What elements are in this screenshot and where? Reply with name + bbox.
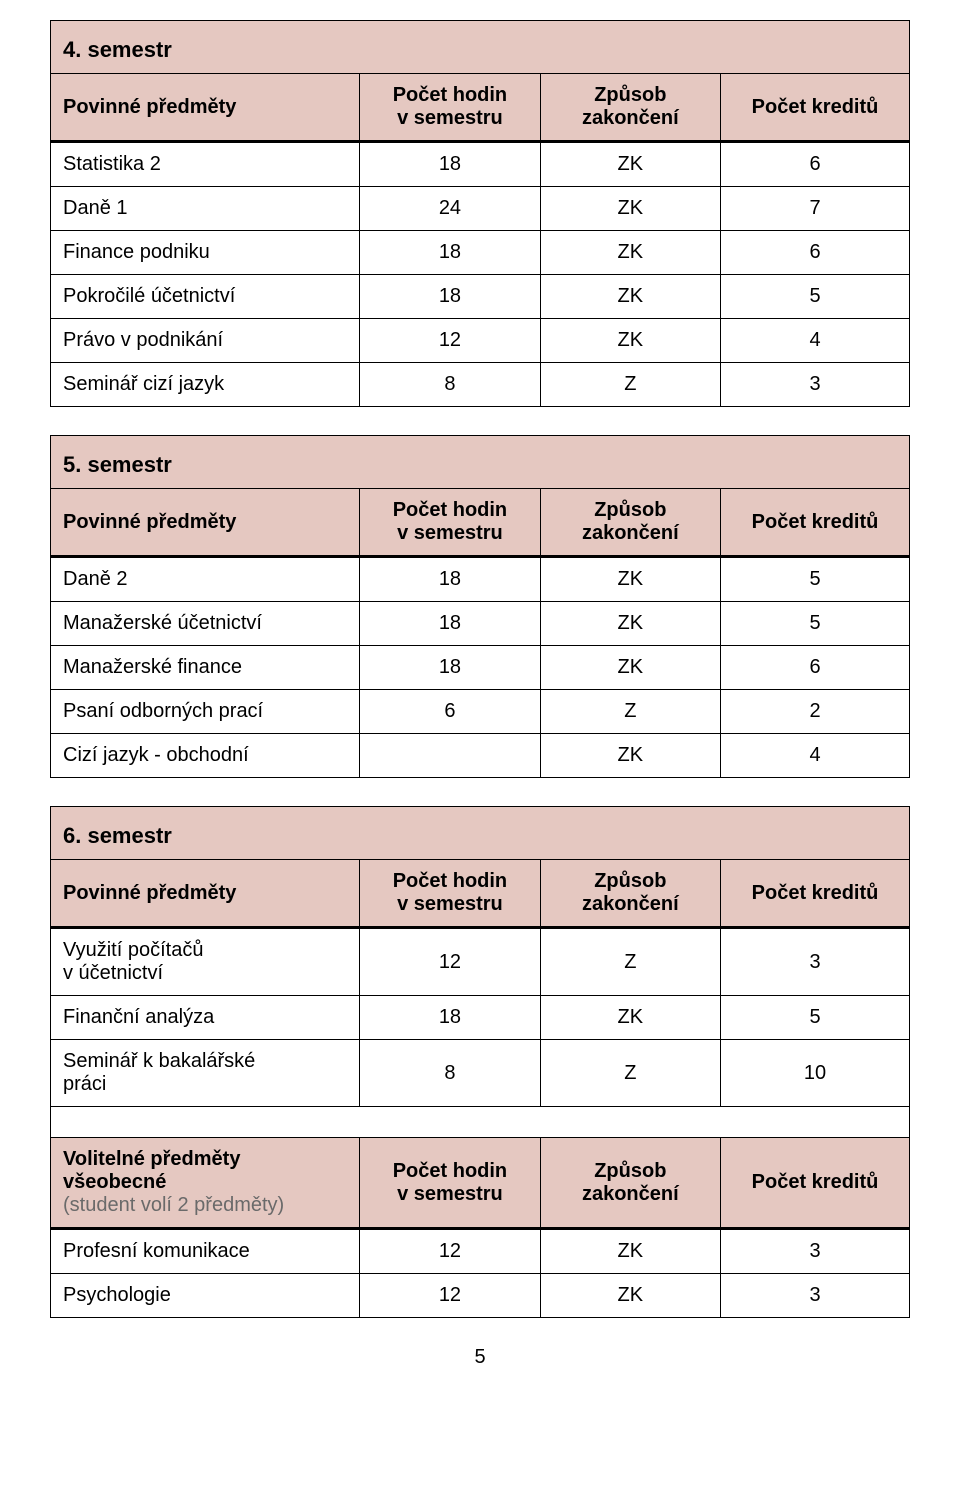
course-name: Využití počítačů v účetnictví [51, 929, 360, 996]
course-hours: 24 [360, 187, 540, 231]
course-method: ZK [540, 1274, 720, 1318]
col-header-hours: Počet hodin v semestru [360, 1138, 540, 1230]
section-title: 4. semestr [51, 21, 910, 74]
course-method: ZK [540, 187, 720, 231]
course-method: Z [540, 929, 720, 996]
course-credits: 6 [721, 231, 910, 275]
course-credits: 7 [721, 187, 910, 231]
course-name: Psaní odborných prací [51, 690, 360, 734]
col-header-name: Povinné předměty [51, 860, 360, 929]
section-title: 5. semestr [51, 436, 910, 489]
semester-5-table: 5. semestr Povinné předměty Počet hodin … [50, 435, 910, 778]
course-name: Statistika 2 [51, 143, 360, 187]
course-method: Z [540, 690, 720, 734]
course-method: Z [540, 363, 720, 407]
course-hours: 8 [360, 363, 540, 407]
course-hours: 12 [360, 1230, 540, 1274]
course-hours: 12 [360, 929, 540, 996]
course-credits: 10 [721, 1040, 910, 1107]
course-name: Cizí jazyk - obchodní [51, 734, 360, 778]
course-credits: 5 [721, 602, 910, 646]
course-method: ZK [540, 996, 720, 1040]
col-header-method: Způsob zakončení [540, 860, 720, 929]
col-header-method: Způsob zakončení [540, 74, 720, 143]
course-method: ZK [540, 275, 720, 319]
course-name: Finance podniku [51, 231, 360, 275]
col-header-credits: Počet kreditů [721, 1138, 910, 1230]
course-name: Daně 2 [51, 558, 360, 602]
course-credits: 5 [721, 275, 910, 319]
course-method: ZK [540, 143, 720, 187]
course-credits: 3 [721, 1230, 910, 1274]
spacer [51, 1107, 910, 1138]
course-name: Psychologie [51, 1274, 360, 1318]
col-header-credits: Počet kreditů [721, 860, 910, 929]
course-hours: 18 [360, 996, 540, 1040]
col-header-credits: Počet kreditů [721, 489, 910, 558]
course-credits: 6 [721, 143, 910, 187]
section-title: 6. semestr [51, 807, 910, 860]
course-method: ZK [540, 1230, 720, 1274]
course-name: Seminář k bakalářské práci [51, 1040, 360, 1107]
course-credits: 6 [721, 646, 910, 690]
course-name: Manažerské účetnictví [51, 602, 360, 646]
course-credits: 3 [721, 363, 910, 407]
course-credits: 4 [721, 734, 910, 778]
col-header-method: Způsob zakončení [540, 1138, 720, 1230]
course-hours: 12 [360, 1274, 540, 1318]
semester-4-table: 4. semestr Povinné předměty Počet hodin … [50, 20, 910, 407]
course-hours: 8 [360, 1040, 540, 1107]
page-container: 4. semestr Povinné předměty Počet hodin … [0, 0, 960, 1409]
course-name: Profesní komunikace [51, 1230, 360, 1274]
page-number: 5 [50, 1346, 910, 1369]
course-credits: 3 [721, 929, 910, 996]
course-hours: 18 [360, 558, 540, 602]
col-header-elective-name: Volitelné předměty všeobecné (student vo… [51, 1138, 360, 1230]
course-credits: 5 [721, 996, 910, 1040]
course-method: ZK [540, 319, 720, 363]
course-name: Manažerské finance [51, 646, 360, 690]
course-method: ZK [540, 231, 720, 275]
col-header-name: Povinné předměty [51, 74, 360, 143]
col-header-name: Povinné předměty [51, 489, 360, 558]
course-hours [360, 734, 540, 778]
course-method: ZK [540, 646, 720, 690]
col-header-hours: Počet hodin v semestru [360, 74, 540, 143]
course-method: ZK [540, 558, 720, 602]
course-hours: 18 [360, 646, 540, 690]
course-hours: 12 [360, 319, 540, 363]
course-hours: 18 [360, 143, 540, 187]
course-method: ZK [540, 734, 720, 778]
course-credits: 5 [721, 558, 910, 602]
course-credits: 2 [721, 690, 910, 734]
course-name: Seminář cizí jazyk [51, 363, 360, 407]
col-header-method: Způsob zakončení [540, 489, 720, 558]
course-name: Pokročilé účetnictví [51, 275, 360, 319]
course-hours: 18 [360, 602, 540, 646]
course-hours: 18 [360, 231, 540, 275]
course-name: Právo v podnikání [51, 319, 360, 363]
course-credits: 3 [721, 1274, 910, 1318]
course-name: Daně 1 [51, 187, 360, 231]
col-header-credits: Počet kreditů [721, 74, 910, 143]
course-credits: 4 [721, 319, 910, 363]
semester-6-table: 6. semestr Povinné předměty Počet hodin … [50, 806, 910, 1318]
course-method: ZK [540, 602, 720, 646]
course-hours: 18 [360, 275, 540, 319]
col-header-hours: Počet hodin v semestru [360, 489, 540, 558]
course-method: Z [540, 1040, 720, 1107]
col-header-hours: Počet hodin v semestru [360, 860, 540, 929]
course-hours: 6 [360, 690, 540, 734]
course-name: Finanční analýza [51, 996, 360, 1040]
